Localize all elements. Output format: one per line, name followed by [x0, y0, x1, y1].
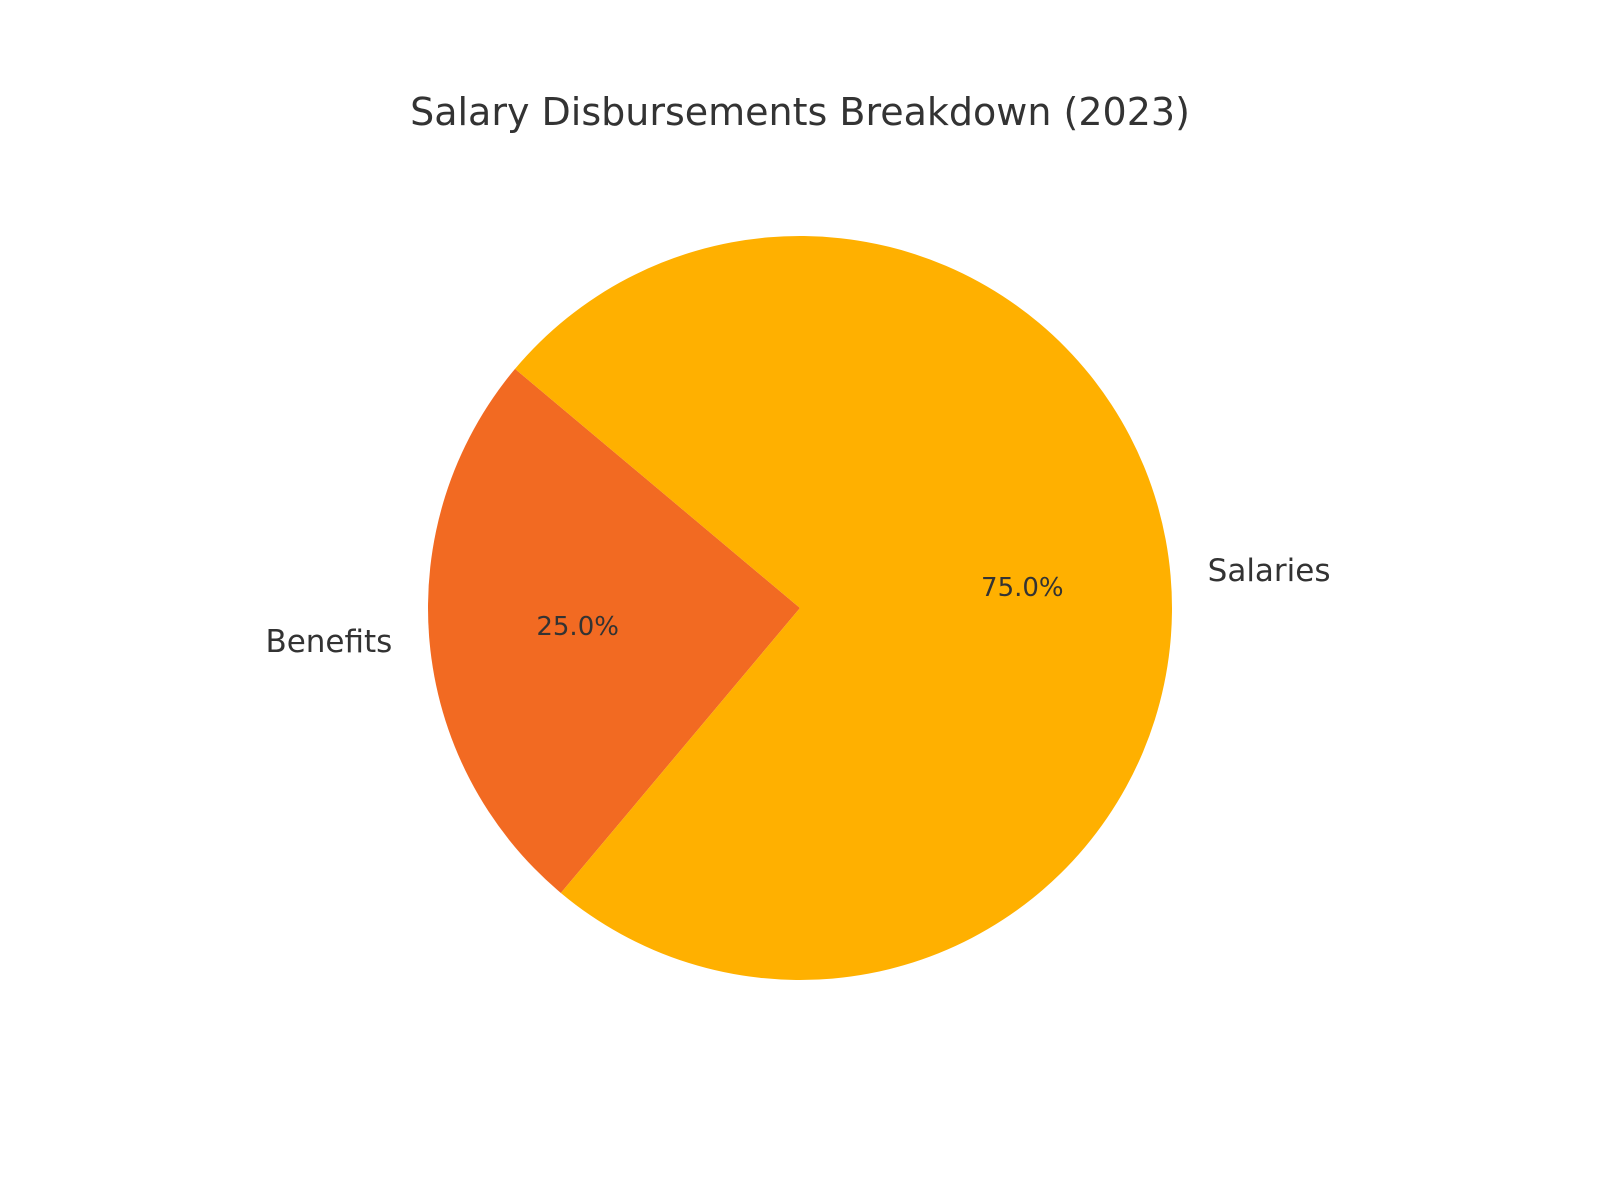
chart-title: Salary Disbursements Breakdown (2023): [410, 90, 1190, 134]
slice-label-salaries: Salaries: [1208, 553, 1331, 589]
pie-slices: [428, 235, 1173, 980]
pct-label-benefits: 25.0%: [536, 612, 619, 642]
pie-slice-salaries: [515, 235, 1173, 980]
pie-slice-benefits: [428, 368, 800, 893]
slice-label-benefits: Benefits: [265, 624, 392, 660]
pie-labels: Benefits 25.0% Salaries 75.0%: [265, 553, 1330, 660]
pct-label-salaries: 75.0%: [981, 573, 1064, 603]
